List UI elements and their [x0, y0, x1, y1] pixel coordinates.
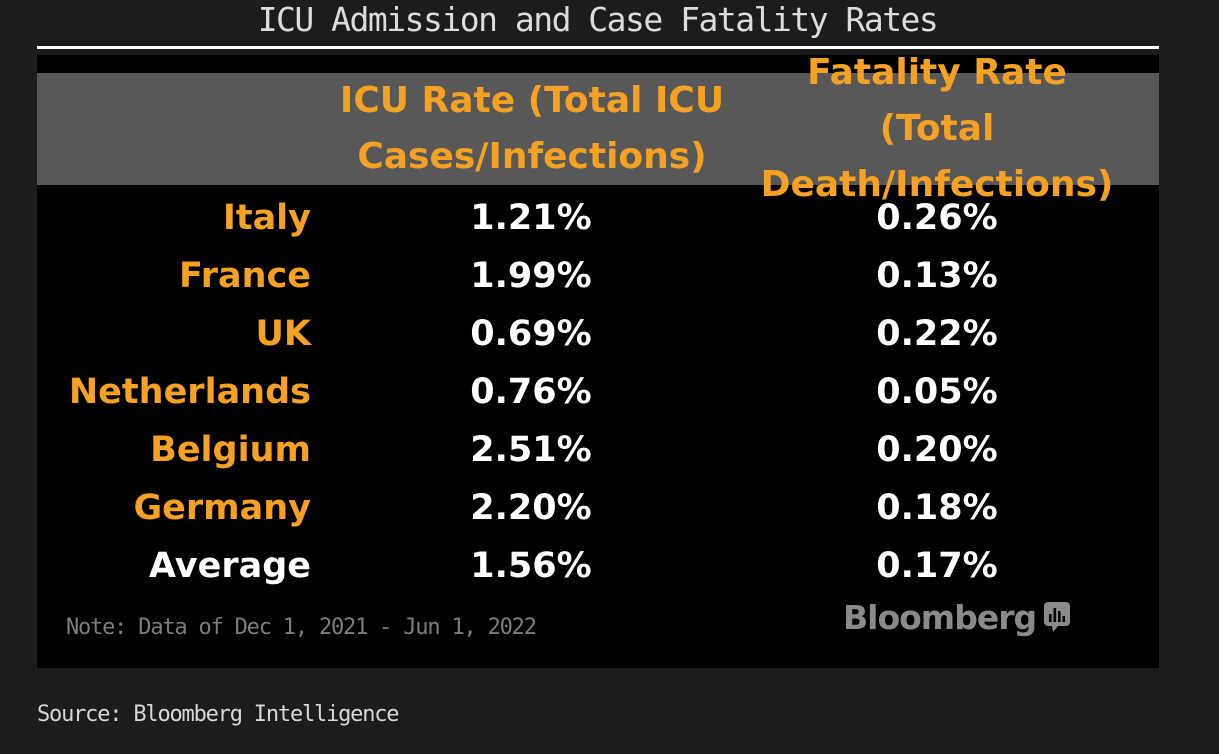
icu-rate-cell: 2.20%: [470, 488, 592, 528]
fatality-rate-cell: 0.20%: [876, 430, 998, 470]
row-label: UK: [255, 314, 311, 354]
icu-rate-cell: 2.51%: [470, 430, 592, 470]
icu-rate-cell: 1.21%: [470, 198, 592, 238]
data-note: Note: Data of Dec 1, 2021 - Jun 1, 2022: [66, 615, 537, 640]
bloomberg-chart-icon: [1044, 602, 1071, 632]
table-panel: ICU Rate (Total ICU Cases/Infections) Fa…: [37, 52, 1159, 668]
table-row: Germany 2.20% 0.18%: [37, 479, 1159, 537]
icu-rate-cell: 1.56%: [470, 546, 592, 586]
table-row: Netherlands 0.76% 0.05%: [37, 363, 1159, 421]
fatality-rate-cell: 0.22%: [876, 314, 998, 354]
row-label: Average: [148, 546, 311, 586]
table-row: Italy 1.21% 0.26%: [37, 189, 1159, 247]
table-row: France 1.99% 0.13%: [37, 247, 1159, 305]
row-label: France: [179, 256, 311, 296]
fatality-rate-cell: 0.26%: [876, 198, 998, 238]
logo-text: Bloomberg: [843, 597, 1037, 637]
column-header-fatality-rate: Fatality Rate (Total Death/Infections): [760, 52, 1114, 205]
fatality-rate-cell: 0.05%: [876, 372, 998, 412]
fatality-rate-cell: 0.17%: [876, 546, 998, 586]
source-note: Source: Bloomberg Intelligence: [37, 702, 400, 727]
icu-rate-cell: 1.99%: [470, 256, 592, 296]
icu-rate-cell: 0.76%: [470, 372, 592, 412]
column-header-icu-rate: ICU Rate (Total ICU Cases/Infections): [339, 80, 725, 177]
title-divider: [37, 46, 1159, 49]
table-header: ICU Rate (Total ICU Cases/Infections) Fa…: [37, 52, 1159, 205]
row-label: Belgium: [150, 430, 311, 470]
table-row: UK 0.69% 0.22%: [37, 305, 1159, 363]
row-label: Germany: [133, 488, 311, 528]
fatality-rate-cell: 0.13%: [876, 256, 998, 296]
row-label: Netherlands: [68, 372, 311, 412]
table-row: Belgium 2.51% 0.20%: [37, 421, 1159, 479]
row-label: Italy: [222, 198, 311, 238]
bloomberg-logo: Bloomberg: [843, 595, 1071, 639]
chart-title: ICU Admission and Case Fatality Rates: [257, 0, 939, 39]
table-row-average: Average 1.56% 0.17%: [37, 537, 1159, 595]
fatality-rate-cell: 0.18%: [876, 488, 998, 528]
icu-rate-cell: 0.69%: [470, 314, 592, 354]
